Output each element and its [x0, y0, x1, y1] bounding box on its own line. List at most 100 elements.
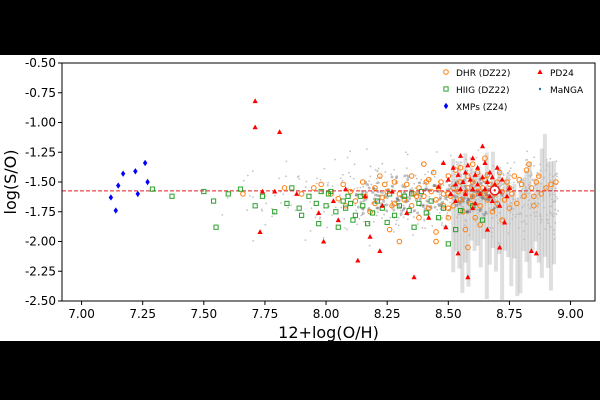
hiig-dz22-point — [328, 188, 334, 195]
pd24-point — [404, 210, 410, 215]
pd24-point — [472, 200, 478, 206]
manga-point — [285, 160, 288, 163]
dhr-dz22-point — [469, 193, 476, 200]
manga-point — [264, 223, 267, 226]
manga-point — [326, 184, 329, 186]
manga-point — [348, 171, 350, 174]
manga-column — [503, 178, 508, 251]
hiig-dz22-point — [347, 200, 354, 207]
manga-point — [446, 211, 449, 214]
manga-point — [432, 171, 435, 173]
manga-point — [421, 203, 425, 207]
hiig-dz22-point — [335, 224, 341, 230]
manga-point — [537, 197, 539, 200]
dhr-dz22-point — [533, 179, 540, 185]
pd24-point — [489, 174, 495, 180]
manga-point — [487, 213, 490, 215]
legend: DHR (DZ22) HIIG (DZ22) XMPs (Z24) PD24 MaNGA — [443, 69, 584, 113]
legend-item: MaNGA — [538, 86, 584, 96]
manga-point — [512, 181, 515, 184]
manga-point — [432, 183, 436, 187]
pd24-point — [494, 164, 500, 170]
legend-marker — [537, 69, 543, 74]
dhr-dz22-point — [379, 194, 386, 201]
manga-point — [516, 213, 519, 216]
manga-point — [399, 214, 402, 217]
manga-point — [486, 174, 488, 176]
hiig-dz22-point — [418, 188, 425, 195]
manga-point — [512, 197, 515, 200]
manga-point — [446, 217, 449, 220]
manga-point — [395, 175, 399, 179]
dhr-dz22-point — [396, 238, 403, 245]
manga-point — [296, 176, 299, 178]
manga-point — [315, 182, 318, 185]
pd24-point — [497, 244, 503, 250]
pd24-point — [426, 214, 432, 220]
manga-point — [265, 202, 268, 205]
manga-point — [555, 213, 558, 216]
manga-point — [511, 217, 514, 220]
manga-point — [552, 175, 554, 178]
manga-point — [483, 191, 487, 195]
manga-point — [464, 218, 467, 221]
manga-point — [455, 195, 459, 199]
manga-point — [545, 213, 548, 216]
manga-point — [423, 207, 427, 211]
manga-point — [468, 184, 471, 186]
manga-point — [479, 179, 481, 182]
manga-point — [519, 197, 522, 199]
manga-point — [433, 205, 437, 209]
dhr-dz22-point — [489, 208, 496, 215]
manga-point — [369, 175, 372, 178]
manga-point — [323, 210, 326, 213]
legend-label: HIIG (DZ22) — [456, 86, 509, 96]
manga-point — [365, 148, 368, 151]
hiig-dz22-point — [296, 205, 302, 211]
manga-point — [436, 151, 438, 153]
solar-symbol — [489, 185, 501, 196]
xmps-z24-point — [145, 178, 150, 186]
manga-point — [452, 198, 455, 201]
manga-point — [528, 199, 531, 202]
manga-column — [515, 198, 520, 297]
manga-point — [463, 198, 466, 200]
manga-point — [384, 193, 388, 197]
manga-point — [552, 200, 555, 203]
manga-point — [383, 213, 386, 216]
manga-point — [420, 178, 423, 181]
manga-point — [542, 177, 545, 180]
pd24-point — [479, 143, 486, 149]
manga-point — [310, 207, 313, 210]
manga-point — [467, 198, 471, 202]
dhr-dz22-point — [430, 169, 437, 176]
manga-point — [466, 169, 469, 172]
pd24-point — [533, 250, 539, 256]
manga-point — [539, 221, 542, 224]
dhr-dz22-point — [450, 203, 456, 209]
manga-point — [395, 197, 399, 201]
manga-point — [226, 196, 229, 199]
manga-point — [463, 211, 465, 213]
manga-point — [356, 223, 358, 226]
hiig-dz22-point — [369, 210, 376, 216]
dhr-dz22-point — [528, 185, 535, 191]
manga-point — [359, 200, 363, 204]
manga-point — [361, 213, 364, 216]
pd24-point — [484, 179, 491, 184]
manga-point — [432, 184, 436, 188]
manga-point — [396, 198, 400, 202]
dhr-dz22-point — [477, 203, 483, 209]
dhr-dz22-point — [484, 197, 491, 203]
manga-point — [389, 216, 392, 219]
manga-point — [354, 194, 357, 197]
manga-point — [502, 186, 505, 189]
manga-point — [396, 175, 398, 177]
manga-point — [428, 178, 431, 181]
dhr-dz22-point — [513, 200, 520, 207]
manga-point — [449, 154, 452, 157]
manga-point — [542, 199, 545, 202]
manga-point — [375, 214, 378, 217]
manga-point — [528, 192, 531, 195]
manga-column — [539, 148, 544, 278]
